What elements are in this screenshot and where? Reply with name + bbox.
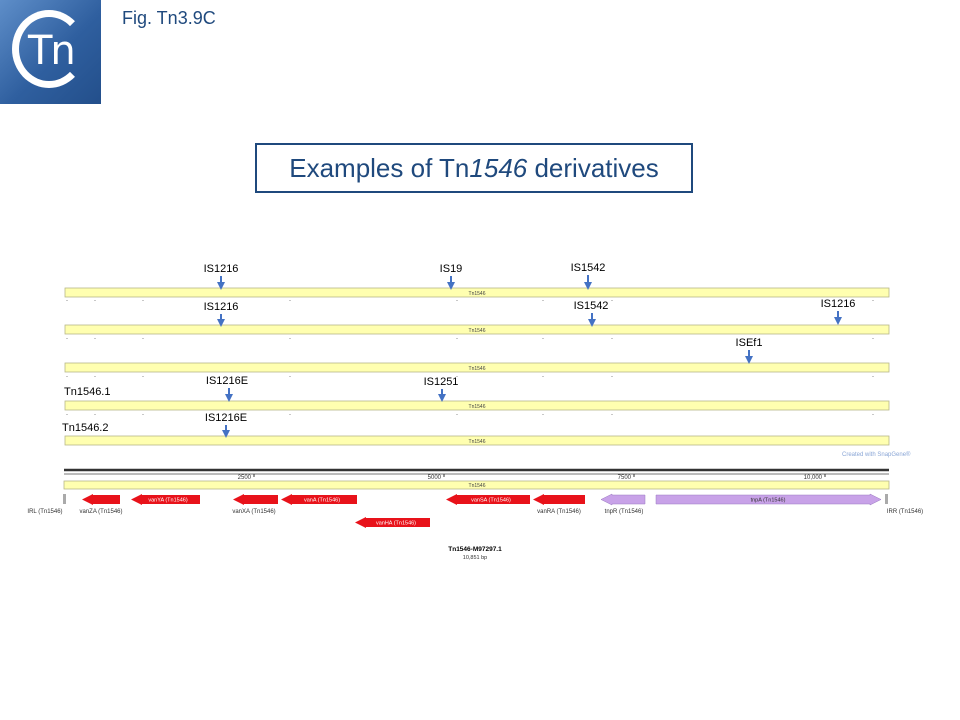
- track-2: Tn1546 IS1216 IS1542 IS1216: [64, 298, 890, 335]
- track-bar: [64, 287, 890, 298]
- track-3: Tn1546 ISEf1: [64, 337, 890, 373]
- title-suffix: derivatives: [527, 153, 659, 183]
- gene-label: vanSA (Tn1546): [471, 498, 511, 504]
- track-bar-label: Tn1546: [469, 291, 486, 297]
- gene-label: vanHA (Tn1546): [376, 521, 416, 527]
- ruler-tick-label: 5000: [428, 475, 442, 481]
- snapgene-watermark: Created with SnapGene®: [842, 452, 911, 458]
- insertion-label: ISEf1: [736, 337, 763, 349]
- insertion-label: IS1251: [424, 376, 459, 388]
- title-prefix: Examples of Tn: [289, 153, 470, 183]
- gene-arrow-vanxa: [233, 494, 278, 505]
- map-bar-label: Tn1546: [469, 483, 486, 489]
- gene-arrow-vanza: [82, 494, 120, 505]
- gene-label: vanA (Tn1546): [304, 498, 340, 504]
- logo-letters: Tn: [28, 28, 76, 74]
- map-ruler: 2500 5000 7500 10,000: [64, 468, 889, 481]
- track-bar-label: Tn1546: [469, 328, 486, 334]
- feature-label: tnpR (Tn1546): [605, 509, 644, 515]
- gene-label: tnpA (Tn1546): [751, 498, 786, 504]
- track-1: Tn1546 IS1216 IS19 IS1542: [64, 262, 890, 298]
- insertion-label: IS1216E: [205, 412, 247, 424]
- feature-label: IRR (Tn1546): [887, 509, 923, 515]
- irl-repeat: [63, 494, 66, 504]
- insertion-label: IS1216E: [206, 375, 248, 387]
- track-ticks: [66, 300, 874, 415]
- gene-arrow-vanha: [355, 517, 430, 528]
- insertion-label: IS19: [440, 263, 463, 275]
- feature-label: vanZA (Tn1546): [79, 509, 122, 515]
- track-4: Tn1546.1 Tn1546 IS1216E IS1251: [64, 375, 890, 411]
- feature-label: vanXA (Tn1546): [232, 509, 275, 515]
- track-bar-label: Tn1546: [469, 366, 486, 372]
- gene-arrow-vanra: [533, 494, 585, 505]
- track-bar: [64, 362, 890, 373]
- insertion-label: IS1542: [574, 300, 609, 312]
- gene-arrow-tnpa: [655, 493, 882, 506]
- gene-arrow-vana: [281, 494, 357, 505]
- ruler-tick-label: 10,000: [804, 475, 823, 481]
- ruler-tick-label: 7500: [618, 475, 632, 481]
- track-bar: [64, 400, 890, 411]
- sequence-length: 10,851 bp: [463, 555, 487, 561]
- gene-arrow-vanya: [131, 494, 200, 505]
- track-row-label: Tn1546.1: [64, 386, 110, 398]
- track-row-label: Tn1546.2: [62, 422, 108, 434]
- track-bar-label: Tn1546: [469, 439, 486, 445]
- track-bar: [64, 435, 890, 446]
- insertion-label: IS1216: [821, 298, 856, 310]
- title-box: Examples of Tn1546 derivatives: [255, 143, 693, 193]
- irr-repeat: [885, 494, 888, 504]
- logo-ring: [12, 10, 86, 88]
- title-italic: 1546: [469, 153, 528, 183]
- ruler-tick-label: 2500: [238, 475, 252, 481]
- gene-arrow-vansa: [446, 494, 530, 505]
- insertion-label: IS1542: [571, 262, 606, 274]
- gene-arrow-tnpr: [600, 493, 646, 506]
- figure-label: Fig. Tn3.9C: [122, 8, 216, 28]
- sequence-name: Tn1546-M97297.1: [448, 546, 502, 553]
- feature-label: vanRA (Tn1546): [537, 509, 581, 515]
- insertion-label: IS1216: [204, 301, 239, 313]
- feature-label: IRL (Tn1546): [27, 509, 62, 515]
- track-5: Tn1546.2 Tn1546 IS1216E: [62, 412, 890, 446]
- gene-label: vanYA (Tn1546): [148, 498, 188, 504]
- track-bar-label: Tn1546: [469, 404, 486, 410]
- tn-logo: Tn: [0, 0, 101, 104]
- track-bar: [64, 324, 890, 335]
- map-bar: [63, 480, 890, 490]
- insertion-label: IS1216: [204, 263, 239, 275]
